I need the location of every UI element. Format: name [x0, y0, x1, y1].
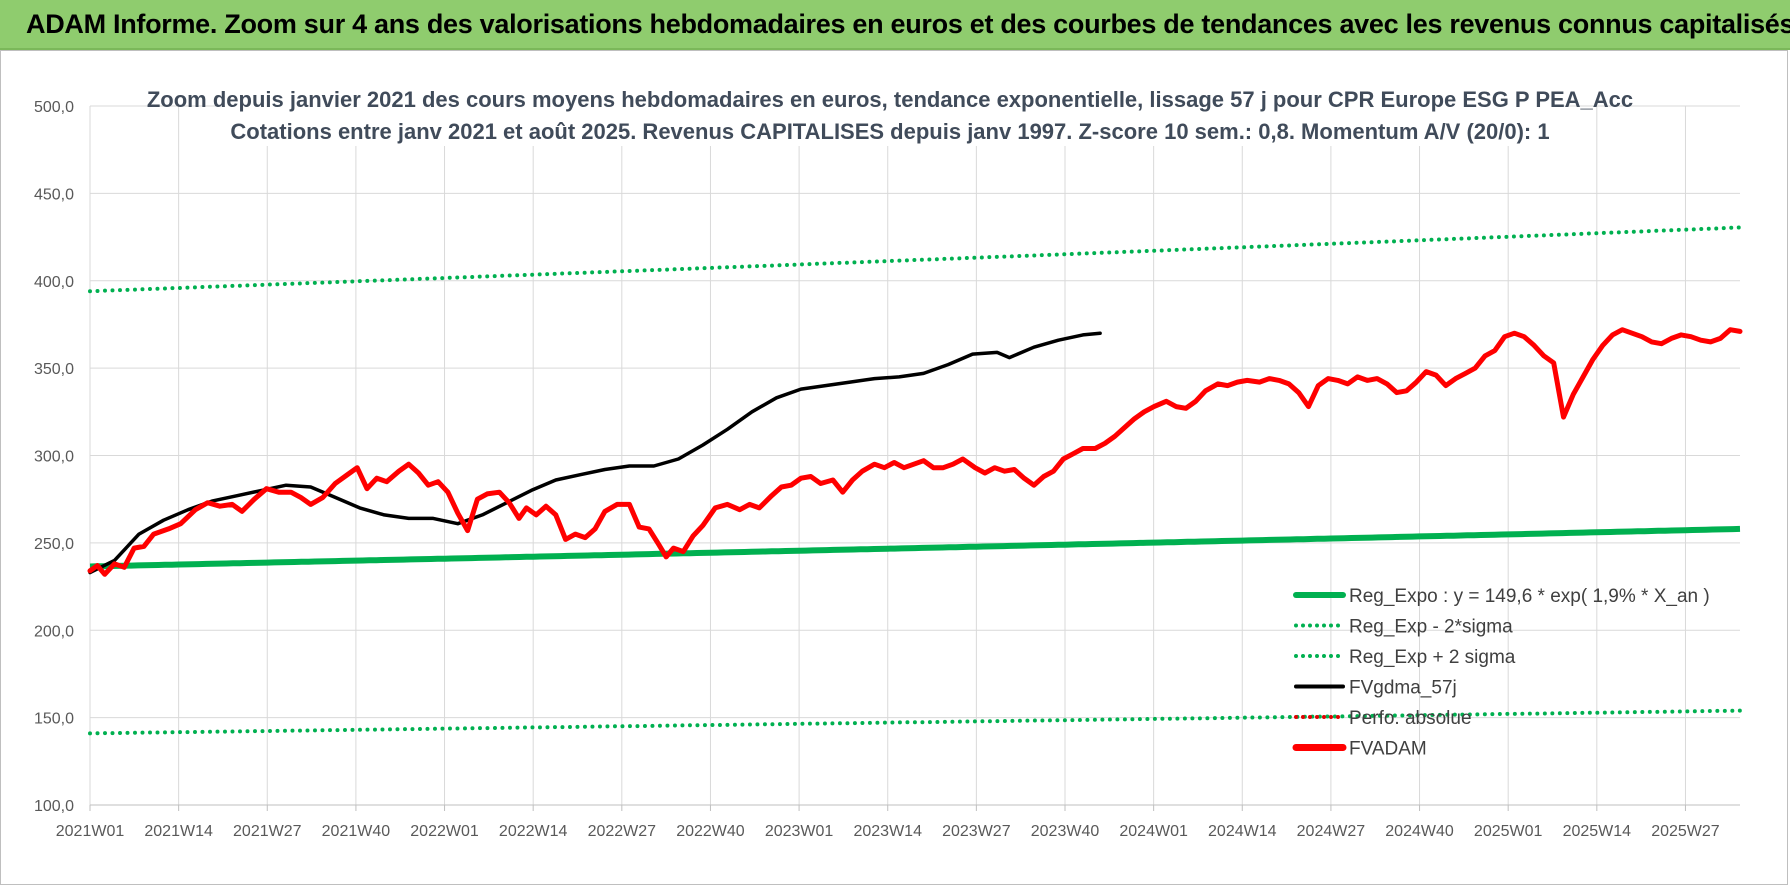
series-reg-exp-plus-2sigma: [88, 225, 1742, 294]
x-tick-label: 2024W40: [1385, 823, 1454, 840]
series-group: [87, 225, 1743, 736]
x-tick-label: 2023W27: [942, 823, 1011, 840]
x-tick-label: 2025W01: [1474, 823, 1543, 840]
header-banner: ADAM Informe. Zoom sur 4 ans des valoris…: [0, 0, 1790, 50]
x-tick-label: 2021W14: [144, 823, 213, 840]
legend-item-perfo-absolue: Perfo. absolue: [1349, 708, 1472, 729]
y-tick-label: 250,0: [34, 536, 74, 553]
line-chart: 100,0 150,0 200,0 250,0 300,0 350,0 400,0 450,0…: [34, 80, 1743, 840]
x-tick-label: 2022W14: [499, 823, 568, 840]
legend: Reg_Expo : y = 149,6 * exp( 1,9% * X_an …: [1292, 586, 1710, 760]
x-tick-label: 2023W01: [765, 823, 834, 840]
y-tick-label: 150,0: [34, 711, 74, 728]
legend-item-fvgdma: FVgdma_57j: [1349, 678, 1457, 699]
x-tick-label: 2021W01: [56, 823, 125, 840]
x-tick-label: 2024W01: [1119, 823, 1188, 840]
y-tick-label: 450,0: [34, 186, 74, 203]
series-fvgdma-57j: [88, 331, 1102, 575]
x-tick-label: 2023W40: [1031, 823, 1100, 840]
y-tick-label: 200,0: [34, 623, 74, 640]
x-tick-label: 2024W27: [1297, 823, 1366, 840]
y-axis-ticks: 100,0 150,0 200,0 250,0 300,0 350,0 400,0 450,0…: [34, 99, 74, 815]
y-tick-label: 350,0: [34, 361, 74, 378]
x-tick-label: 2025W27: [1651, 823, 1720, 840]
series-fvadam: [87, 327, 1743, 577]
legend-item-reg-expo: Reg_Expo : y = 149,6 * exp( 1,9% * X_an …: [1349, 586, 1710, 607]
header-title: ADAM Informe. Zoom sur 4 ans des valoris…: [26, 9, 1790, 39]
x-tick-label: 2021W40: [322, 823, 391, 840]
x-tick-label: 2022W01: [410, 823, 479, 840]
chart-frame: [0, 50, 1788, 885]
legend-item-reg-exp-plus: Reg_Exp + 2 sigma: [1349, 647, 1516, 668]
x-tick-label: 2024W14: [1208, 823, 1277, 840]
legend-item-reg-exp-minus: Reg_Exp - 2*sigma: [1349, 617, 1513, 638]
x-axis-ticks: 2021W01 2021W14 2021W27 2021W40 2022W01 2022W…: [56, 823, 1720, 840]
y-tick-label: 400,0: [34, 274, 74, 291]
x-tick-label: 2021W27: [233, 823, 302, 840]
y-tick-label: 500,0: [34, 99, 74, 116]
x-tick-label: 2023W14: [853, 823, 922, 840]
title-background: [222, 80, 1558, 146]
grid-lines: [89, 105, 1740, 811]
y-tick-label: 100,0: [34, 798, 74, 815]
series-reg-expo: [89, 525, 1741, 570]
x-tick-label: 2022W40: [676, 823, 745, 840]
chart-title-line1: Zoom depuis janvier 2021 des cours moyen…: [147, 87, 1633, 112]
x-tick-label: 2025W14: [1563, 823, 1632, 840]
legend-item-fvadam: FVADAM: [1349, 739, 1427, 760]
x-tick-label: 2022W27: [588, 823, 657, 840]
chart-title-line2: Cotations entre janv 2021 et août 2025. …: [230, 119, 1549, 144]
y-tick-label: 300,0: [34, 449, 74, 466]
series-reg-exp-minus-2sigma: [88, 708, 1742, 736]
